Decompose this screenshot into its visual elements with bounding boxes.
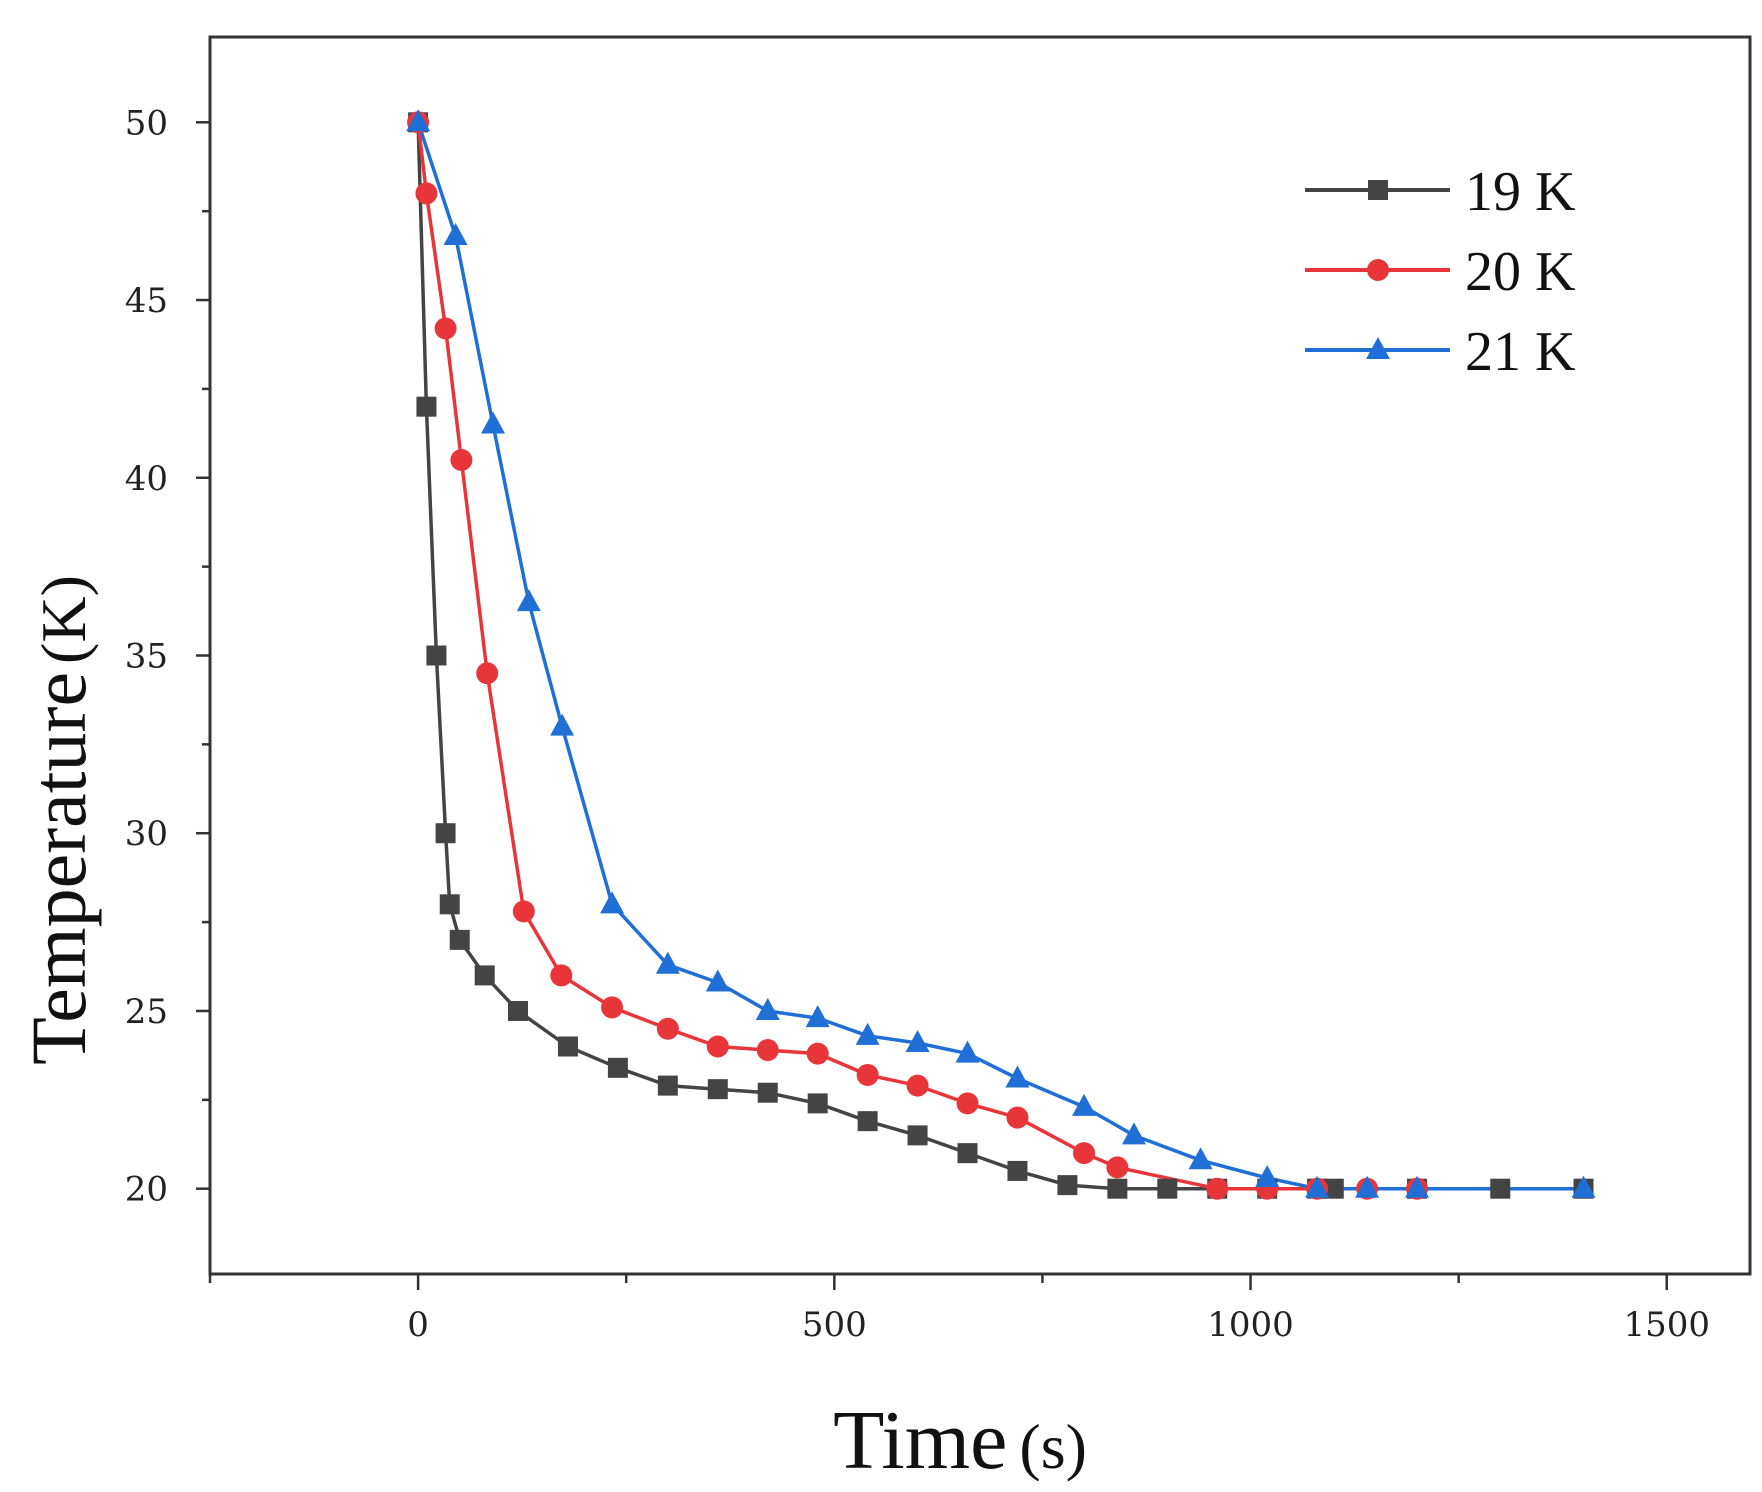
legend-label: 21 K: [1465, 321, 1575, 383]
x-axis-title-main: Time: [833, 1394, 1007, 1487]
data-point-series-3: [600, 891, 625, 914]
data-point-series-2: [550, 964, 573, 987]
data-point-series-1: [1323, 1178, 1344, 1199]
legend-marker: [1368, 180, 1388, 200]
data-point-series-1: [416, 396, 437, 417]
data-point-series-3: [1571, 1175, 1596, 1198]
data-point-series-2: [476, 662, 499, 685]
x-axis-ticks: 0 500 1000 1500: [208, 1274, 1710, 1345]
series-line-2: [416, 122, 1417, 1191]
y-axis-title: Temperature (K): [15, 575, 102, 1065]
data-point-series-3: [655, 951, 680, 974]
data-point-series-2: [601, 996, 624, 1019]
data-point-series-1: [1007, 1160, 1028, 1181]
legend-marker: [1367, 259, 1389, 281]
data-point-series-1: [426, 645, 447, 666]
data-point-series-3: [805, 1005, 830, 1028]
data-point-series-3: [516, 589, 541, 612]
series-markers: [406, 109, 1596, 1200]
data-point-series-1: [707, 1079, 728, 1100]
data-point-series-1: [557, 1036, 578, 1057]
data-point-series-3: [550, 713, 575, 736]
data-point-series-2: [1206, 1177, 1229, 1200]
data-point-series-2: [1106, 1156, 1129, 1179]
data-point-series-3: [705, 969, 730, 992]
x-tick-label: 0: [407, 1305, 429, 1345]
x-tick-label: 1500: [1623, 1305, 1710, 1345]
y-tick-label: 25: [125, 992, 168, 1032]
data-point-series-2: [756, 1039, 779, 1062]
data-point-series-1: [757, 1082, 778, 1103]
data-point-series-1: [435, 823, 456, 844]
series-line-1: [416, 122, 1584, 1191]
legend-label: 20 K: [1465, 241, 1575, 303]
data-point-series-1: [508, 1000, 528, 1021]
data-point-series-2: [956, 1092, 979, 1115]
y-tick-label: 50: [125, 103, 168, 143]
data-point-series-2: [1006, 1106, 1029, 1129]
data-point-series-1: [957, 1143, 978, 1164]
data-point-series-3: [481, 411, 506, 434]
data-point-series-3: [755, 997, 780, 1020]
y-axis-ticks: 20 25 30 35 40 45 50: [125, 103, 210, 1210]
data-point-series-1: [1490, 1178, 1511, 1199]
y-tick-label: 40: [125, 459, 168, 499]
data-point-series-2: [656, 1017, 679, 1040]
data-point-series-3: [1355, 1175, 1380, 1198]
y-tick-label: 35: [125, 637, 168, 677]
data-point-series-3: [955, 1040, 980, 1063]
legend-marker: [1366, 337, 1390, 359]
legend-label: 19 K: [1465, 161, 1575, 223]
data-point-series-2: [856, 1063, 879, 1086]
data-point-series-1: [1057, 1175, 1078, 1196]
data-point-series-1: [807, 1093, 828, 1114]
y-tick-label: 45: [125, 281, 168, 321]
data-point-series-1: [474, 965, 495, 986]
data-point-series-2: [450, 448, 473, 471]
legend: 19 K 20 K 21 K: [1305, 161, 1575, 383]
data-point-series-1: [657, 1075, 678, 1096]
data-point-series-3: [1072, 1093, 1097, 1116]
data-point-series-3: [1255, 1165, 1280, 1188]
data-point-series-1: [1157, 1178, 1178, 1199]
data-point-series-3: [443, 223, 468, 246]
x-axis-title-unit: (s): [1019, 1411, 1087, 1482]
data-point-series-3: [1188, 1147, 1213, 1170]
data-point-series-2: [806, 1042, 829, 1065]
data-point-series-2: [706, 1035, 729, 1058]
data-point-series-2: [415, 182, 438, 205]
data-point-series-3: [1305, 1175, 1330, 1198]
x-axis-title: Time (s): [833, 1394, 1087, 1487]
data-point-series-1: [907, 1125, 928, 1146]
data-point-series-1: [607, 1057, 628, 1078]
y-axis-title-unit: (K): [28, 575, 99, 664]
y-tick-label: 20: [125, 1170, 168, 1210]
y-axis-title-main: Temperature: [15, 672, 102, 1065]
data-point-series-3: [905, 1029, 930, 1052]
y-tick-label: 30: [125, 814, 168, 854]
data-point-series-1: [1107, 1178, 1128, 1199]
data-point-series-1: [449, 929, 470, 950]
data-point-series-3: [1005, 1065, 1030, 1088]
data-point-series-2: [906, 1074, 929, 1097]
series-line-3: [416, 121, 1584, 1191]
data-point-series-3: [406, 109, 431, 132]
data-point-series-1: [439, 894, 460, 915]
data-point-series-3: [1405, 1175, 1430, 1198]
x-tick-label: 500: [802, 1305, 867, 1345]
data-point-series-1: [857, 1111, 878, 1132]
data-point-series-2: [434, 317, 457, 340]
series-lines: [416, 121, 1584, 1191]
data-point-series-2: [1073, 1142, 1096, 1165]
data-point-series-3: [855, 1022, 880, 1045]
data-point-series-3: [1122, 1122, 1146, 1145]
data-point-series-2: [512, 900, 535, 923]
x-tick-label: 1000: [1207, 1305, 1294, 1345]
